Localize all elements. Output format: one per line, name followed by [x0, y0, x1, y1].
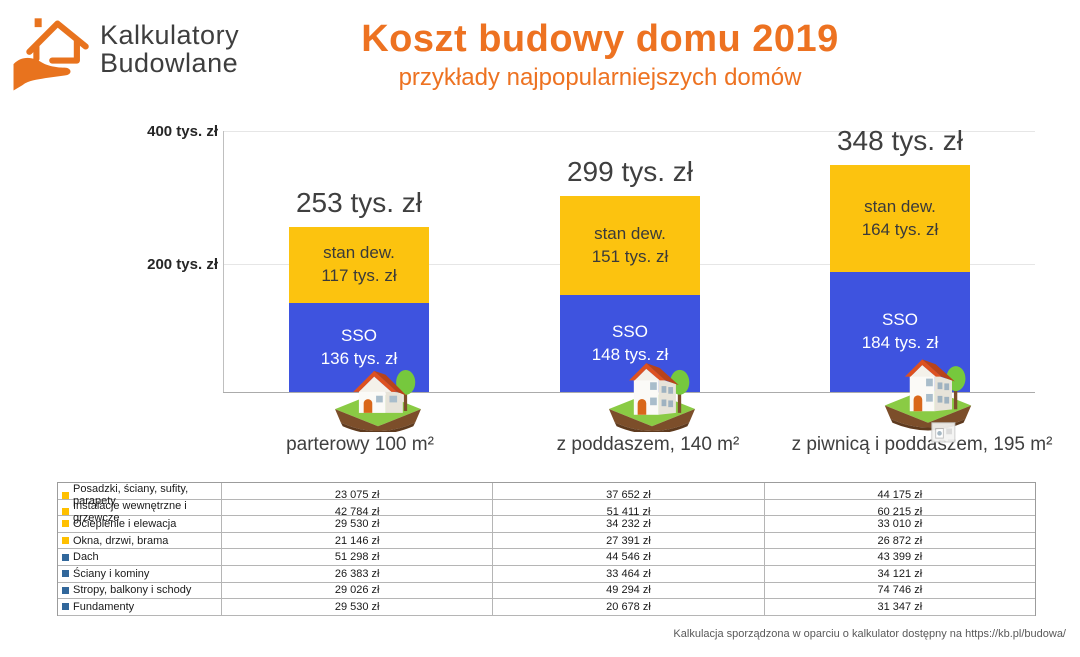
cost-value-cell: 26 383 zł: [221, 565, 492, 582]
footer-note: Kalkulacja sporządzona w oparciu o kalku…: [673, 628, 1066, 640]
segment-series-label: SSO: [612, 321, 648, 341]
segment-value-label: 136 tys. zł: [320, 348, 398, 368]
row-label-cell: Ściany i kominy: [58, 566, 221, 582]
y-tick-400: 400 tys. zł: [147, 123, 218, 140]
cost-chart: 400 tys. zł 200 tys. zł SSO 136 tys. zł st…: [147, 123, 1053, 455]
segment-value-label: 184 tys. zł: [861, 333, 939, 352]
house-icon-parterowy: [335, 369, 421, 432]
row-label: Stropy, balkony i schody: [73, 584, 192, 597]
logo-text: Kalkulatory Budowlane: [100, 22, 239, 77]
category-label-3: z piwnicą i poddaszem, 195 m²: [791, 434, 1053, 455]
yellow-series-marker-icon: [62, 520, 69, 528]
row-label: Posadzki, ściany, sufity, parapety: [73, 483, 189, 507]
y-axis-line: [223, 131, 224, 392]
segment-value-label: 148 tys. zł: [591, 344, 669, 364]
cost-value-cell: 29 530 zł: [221, 599, 492, 615]
page-title: Koszt budowy domu 2019: [361, 18, 839, 60]
yellow-series-marker-icon: [62, 491, 69, 499]
yellow-series-marker-icon: [62, 508, 69, 516]
segment-value-label: 164 tys. zł: [861, 219, 939, 239]
cost-value-cell: 20 678 zł: [492, 599, 763, 615]
segment-series-label: stan dew.: [594, 223, 666, 243]
bar-2-total-label: 299 tys. zł: [566, 156, 694, 187]
segment-value-label: 117 tys. zł: [321, 266, 397, 285]
row-label: Ściany i kominy: [73, 567, 150, 580]
table-row: Stropy, balkony i schody 29 026 zł 49 294 …: [58, 582, 1035, 600]
row-label-cell: Ocieplenie i elewacja: [58, 516, 221, 532]
cost-value-cell: 42 784 zł: [221, 499, 492, 524]
cost-value-cell: 29 530 zł: [221, 516, 492, 532]
bar-2-segment-stan-dew-: stan dew. 151 tys. zł: [560, 196, 700, 295]
cost-value-cell: 60 215 zł: [763, 499, 1035, 524]
hand-shape: [13, 57, 71, 91]
hand-house-logo-icon: [13, 18, 89, 91]
bar-3-segment-sso: SSO 184 tys. zł: [830, 272, 970, 392]
cost-value-cell: 43 399 zł: [763, 549, 1035, 565]
row-label: Ocieplenie i elewacja: [73, 517, 177, 530]
bar-1-segment-stan-dew-: stan dew. 117 tys. zł: [289, 227, 429, 303]
segment-series-label: stan dew.: [864, 196, 936, 216]
table-row: Dach 51 298 zł 44 546 zł 43 399 zł: [58, 549, 1035, 566]
header-titles: Koszt budowy domu 2019 przykłady najpopu…: [300, 18, 900, 92]
y-tick-200: 200 tys. zł: [147, 256, 218, 273]
logo-line2: Budowlane: [100, 48, 239, 78]
cost-value-cell: 23 075 zł: [221, 483, 492, 507]
cost-table: Posadzki, ściany, sufity, parapety 23 075…: [57, 482, 1036, 616]
cost-value-cell: 33 464 zł: [492, 565, 763, 582]
segment-series-label: stan dew.: [323, 243, 395, 263]
blue-series-marker-icon: [62, 553, 69, 561]
cost-value-cell: 34 232 zł: [492, 516, 763, 532]
gridline-400: [224, 131, 1035, 132]
logo: Kalkulatory Budowlane: [10, 6, 239, 94]
row-label-cell: Stropy, balkony i schody: [58, 583, 221, 599]
row-label: Instalacje wewnętrzne i grzewcze: [73, 499, 187, 524]
cost-value-cell: 34 121 zł: [763, 565, 1035, 582]
table-row: Ściany i kominy 26 383 zł 33 464 zł 34 121 …: [58, 565, 1035, 583]
row-label: Fundamenty: [73, 600, 135, 613]
bar-3-total-label: 348 tys. zł: [836, 125, 964, 156]
cost-value-cell: 51 411 zł: [492, 499, 763, 524]
row-label-cell: Instalacje wewnętrzne i grzewcze: [58, 500, 221, 524]
cost-value-cell: 44 175 zł: [763, 483, 1035, 507]
table-row: Okna, drzwi, brama 21 146 zł 27 391 zł 26 8…: [58, 532, 1035, 550]
table-row: Posadzki, ściany, sufity, parapety 23 075…: [58, 483, 1035, 507]
blue-series-marker-icon: [62, 603, 69, 611]
blue-series-marker-icon: [62, 586, 69, 594]
table-row: Instalacje wewnętrzne i grzewcze 42 784 z…: [58, 499, 1035, 524]
row-label: Okna, drzwi, brama: [73, 534, 169, 547]
cost-value-cell: 31 347 zł: [763, 599, 1035, 615]
row-label-cell: Okna, drzwi, brama: [58, 533, 221, 549]
cost-value-cell: 44 546 zł: [492, 549, 763, 565]
segment-series-label: SSO: [882, 310, 918, 330]
cost-value-cell: 37 652 zł: [492, 483, 763, 507]
table-row: Fundamenty 29 530 zł 20 678 zł 31 347 zł: [58, 599, 1035, 616]
cost-value-cell: 51 298 zł: [221, 549, 492, 565]
row-label-cell: Fundamenty: [58, 599, 221, 615]
row-label-cell: Dach: [58, 549, 221, 565]
cost-value-cell: 33 010 zł: [763, 516, 1035, 532]
row-label: Dach: [73, 551, 99, 564]
table-row: Ocieplenie i elewacja 29 530 zł 34 232 zł 3…: [58, 516, 1035, 533]
logo-line1: Kalkulatory: [100, 20, 240, 51]
segment-value-label: 151 tys. zł: [591, 246, 669, 266]
blue-series-marker-icon: [62, 570, 69, 578]
segment-series-label: SSO: [341, 325, 377, 345]
cost-value-cell: 49 294 zł: [492, 582, 763, 599]
cost-value-cell: 29 026 zł: [221, 582, 492, 599]
cost-value-cell: 21 146 zł: [221, 532, 492, 549]
category-label-2: z poddaszem, 140 m²: [556, 434, 740, 455]
page-subtitle: przykłady najpopularniejszych domów: [398, 64, 802, 91]
bar-1-total-label: 253 tys. zł: [295, 187, 423, 218]
row-label-cell: Posadzki, ściany, sufity, parapety: [58, 483, 221, 507]
yellow-series-marker-icon: [62, 537, 69, 545]
house-icon-z-poddaszem: [608, 363, 696, 432]
x-axis-line: [223, 392, 1035, 393]
house-icon-z-piwnica-i-poddaszem: [884, 359, 972, 443]
cost-value-cell: 74 746 zł: [763, 582, 1035, 599]
cost-value-cell: 27 391 zł: [492, 532, 763, 549]
bar-3-segment-stan-dew-: stan dew. 164 tys. zł: [830, 165, 970, 272]
category-label-1: parterowy 100 m²: [286, 434, 434, 455]
cost-value-cell: 26 872 zł: [763, 532, 1035, 549]
